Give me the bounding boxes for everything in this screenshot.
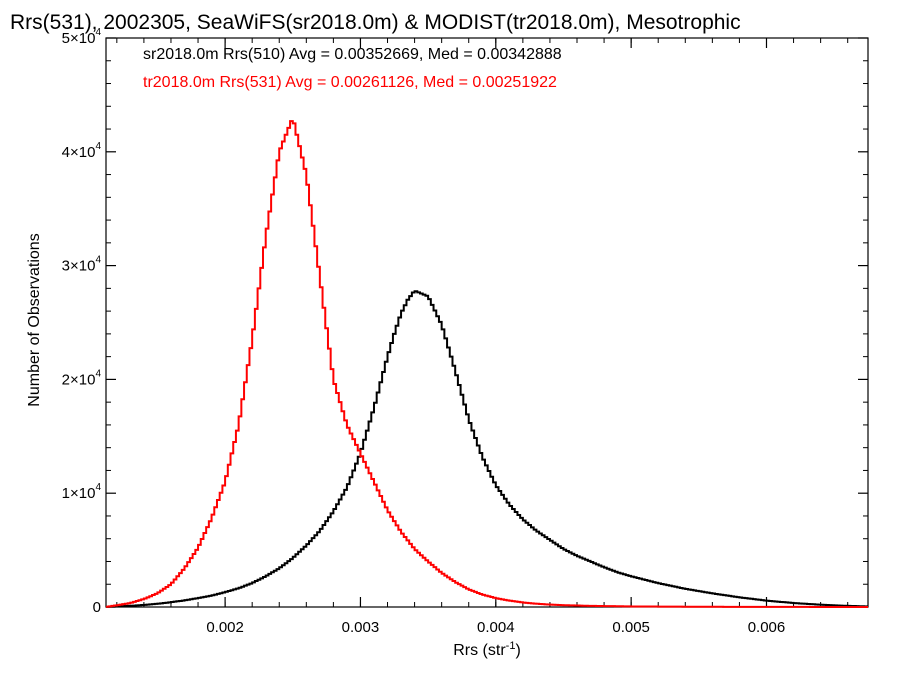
x-axis-label-superscript: -1 xyxy=(506,640,516,652)
legend-entry: tr2018.0m Rrs(531) Avg = 0.00261126, Med… xyxy=(143,74,557,91)
x-tick-label: 0.005 xyxy=(612,619,650,636)
x-axis-label-end: ) xyxy=(515,642,520,659)
x-axis-label: Rrs (str-1) xyxy=(453,640,521,659)
series-line-1 xyxy=(106,120,868,608)
chart-title: Rrs(531), 2002305, SeaWiFS(sr2018.0m) & … xyxy=(10,11,741,34)
y-tick-label: 3×104 xyxy=(62,255,102,275)
y-tick-label: 1×104 xyxy=(62,482,102,502)
y-tick-label: 0 xyxy=(93,599,101,616)
x-axis-ticks: 0.002 0.003 0.004 0.005 0.006 xyxy=(116,38,849,636)
x-tick-label: 0.003 xyxy=(342,619,380,636)
y-tick-label: 5×104 xyxy=(62,27,102,47)
y-tick-label: 4×104 xyxy=(62,141,102,161)
x-tick-label: 0.002 xyxy=(206,619,244,636)
y-axis-ticks: 0 1×104 2×104 3×104 4×104 5×104 xyxy=(62,27,868,616)
x-axis-label-main: Rrs (str xyxy=(453,642,506,659)
legend: sr2018.0m Rrs(510) Avg = 0.00352669, Med… xyxy=(143,46,562,91)
y-axis-label: Number of Observations xyxy=(26,233,43,406)
legend-entry: sr2018.0m Rrs(510) Avg = 0.00352669, Med… xyxy=(143,46,562,63)
y-tick-label: 2×104 xyxy=(62,368,102,388)
series-line-0 xyxy=(106,290,868,608)
series-layer xyxy=(106,120,868,608)
plot-area: 0.002 0.003 0.004 0.005 0.006 0 1×104 2×104 3×1… xyxy=(62,27,869,636)
x-tick-label: 0.004 xyxy=(477,619,515,636)
plot-frame xyxy=(105,37,869,608)
x-tick-label: 0.006 xyxy=(748,619,786,636)
